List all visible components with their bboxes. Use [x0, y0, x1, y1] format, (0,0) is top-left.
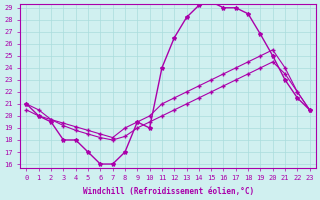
X-axis label: Windchill (Refroidissement éolien,°C): Windchill (Refroidissement éolien,°C) [83, 187, 254, 196]
